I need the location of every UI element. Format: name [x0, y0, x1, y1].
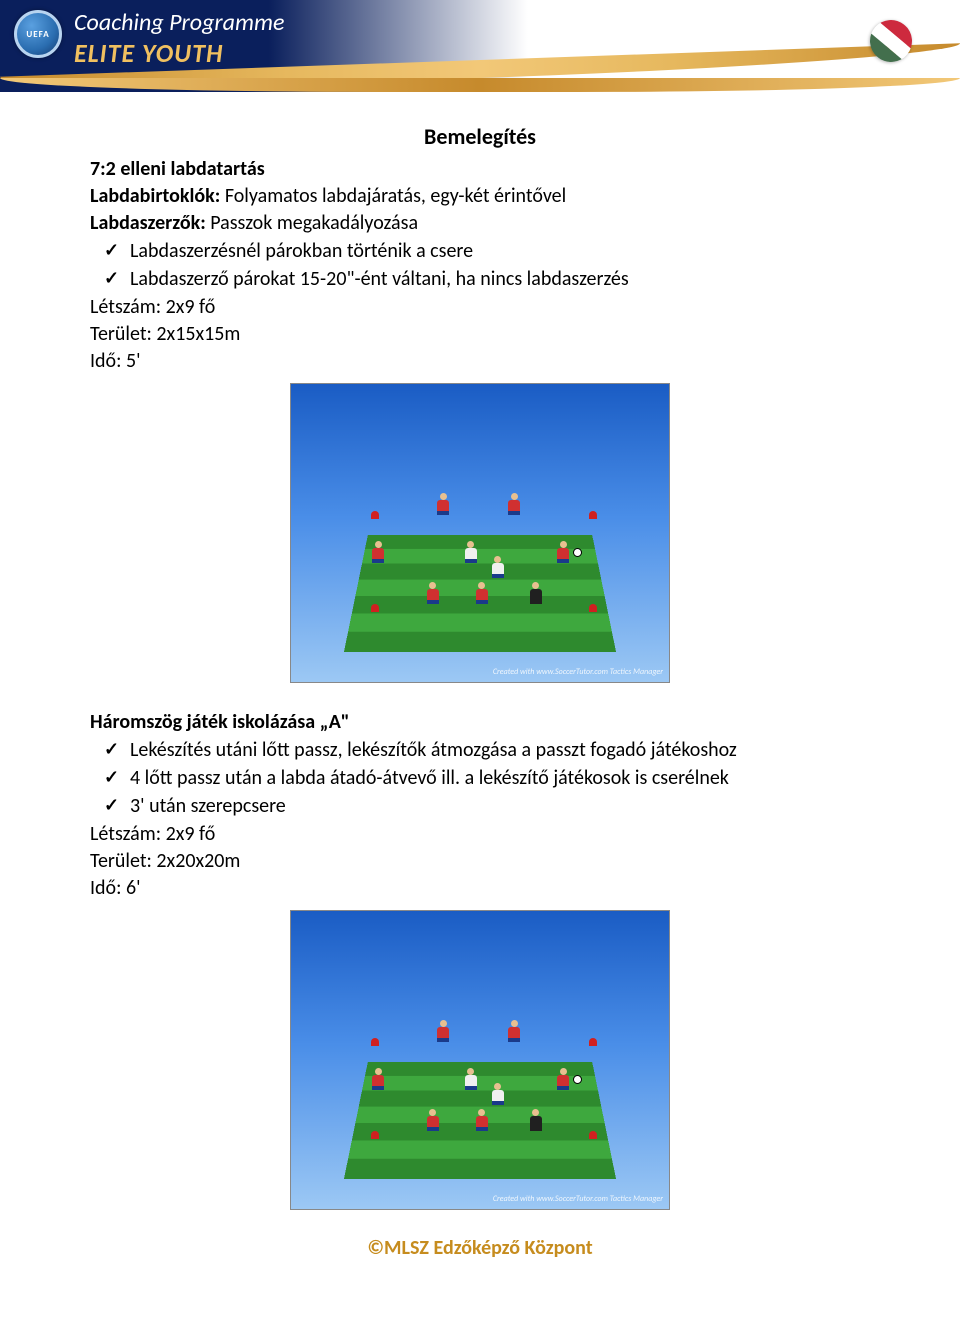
training-diagram-1: Created with www.SoccerTutor.com Tactics…: [290, 383, 670, 683]
player-red: [556, 541, 570, 563]
bullet: Labdaszerző párokat 15-20"-ént váltani, …: [130, 266, 870, 293]
diagram-credit: Created with www.SoccerTutor.com Tactics…: [493, 1194, 663, 1205]
player-red: [371, 541, 385, 563]
player-red: [436, 493, 450, 515]
player-red: [556, 1068, 570, 1090]
section2-letszam: Létszám: 2x9 fő: [90, 821, 870, 848]
cone-marker-icon: [589, 1038, 597, 1046]
bullet: Labdaszerzésnél párokban történik a cser…: [130, 238, 870, 265]
bullet: 4 lőtt passz után a labda átadó-átvevő i…: [130, 765, 870, 792]
player-black: [529, 1109, 543, 1131]
labdabirtoklok-label: Labdabirtoklók:: [90, 184, 220, 208]
training-diagram-2: Created with www.SoccerTutor.com Tactics…: [290, 910, 670, 1210]
player-white: [464, 1068, 478, 1090]
diagram-credit: Created with www.SoccerTutor.com Tactics…: [493, 667, 663, 678]
cone-marker-icon: [589, 511, 597, 519]
header-line1: Coaching Programme: [74, 8, 284, 37]
section1-labdaszerzok: Labdaszerzők: Passzok megakadályozása: [90, 210, 870, 237]
hungary-flag-icon: [861, 11, 920, 70]
player-white: [491, 1083, 505, 1105]
cone-marker-icon: [371, 1038, 379, 1046]
section1-terulet: Terület: 2x15x15m: [90, 321, 870, 348]
section2-bullets: Lekészítés utáni lőtt passz, lekészítők …: [90, 737, 870, 820]
ball-icon: [573, 1075, 582, 1084]
footer-copyright: ©MLSZ Edzőképző Központ: [0, 1236, 960, 1260]
header-text: Coaching Programme ELITE YOUTH: [74, 8, 284, 69]
section1-ido: Idő: 5': [90, 348, 870, 375]
section1-labdabirtoklok: Labdabirtoklók: Folyamatos labdajáratás,…: [90, 183, 870, 210]
player-red: [507, 493, 521, 515]
uefa-badge-text: UEFA: [26, 29, 49, 40]
player-red: [426, 1109, 440, 1131]
labdaszerzok-label: Labdaszerzők:: [90, 211, 206, 235]
section1-heading: 7:2 elleni labdatartás: [90, 156, 870, 183]
player-red: [475, 582, 489, 604]
player-red: [475, 1109, 489, 1131]
player-red: [426, 582, 440, 604]
player-red: [436, 1020, 450, 1042]
cone-marker-icon: [371, 511, 379, 519]
cone-marker-icon: [371, 604, 379, 612]
section1-letszam: Létszám: 2x9 fő: [90, 294, 870, 321]
labdabirtoklok-text: Folyamatos labdajáratás, egy-két érintőv…: [220, 184, 566, 208]
player-red: [371, 1068, 385, 1090]
cone-marker-icon: [589, 604, 597, 612]
section2-terulet: Terület: 2x20x20m: [90, 848, 870, 875]
bullet: 3' után szerepcsere: [130, 793, 870, 820]
header-line2: ELITE YOUTH: [74, 37, 284, 69]
bullet: Lekészítés utáni lőtt passz, lekészítők …: [130, 737, 870, 764]
cone-marker-icon: [371, 1131, 379, 1139]
uefa-badge-icon: UEFA: [14, 10, 62, 58]
player-white: [464, 541, 478, 563]
player-white: [491, 556, 505, 578]
section2-heading: Háromszög játék iskolázása „A": [90, 709, 870, 736]
page-title: Bemelegítés: [90, 122, 870, 152]
page-content: Bemelegítés 7:2 elleni labdatartás Labda…: [0, 92, 960, 1210]
cone-marker-icon: [589, 1131, 597, 1139]
section1-bullets: Labdaszerzésnél párokban történik a cser…: [90, 238, 870, 293]
header-swoosh-bottom: [0, 78, 960, 92]
player-red: [507, 1020, 521, 1042]
header-banner: UEFA Coaching Programme ELITE YOUTH: [0, 0, 960, 92]
labdaszerzok-text: Passzok megakadályozása: [206, 211, 418, 235]
ball-icon: [573, 548, 582, 557]
section2-ido: Idő: 6': [90, 875, 870, 902]
player-black: [529, 582, 543, 604]
